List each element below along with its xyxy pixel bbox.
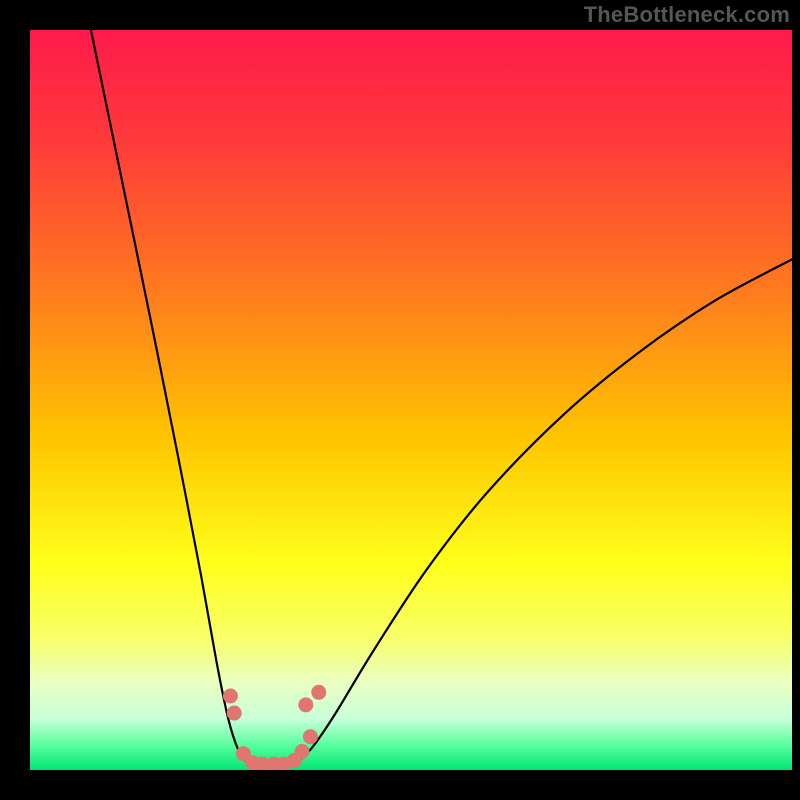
data-marker [295, 745, 309, 759]
chart-frame: TheBottleneck.com [0, 0, 800, 800]
data-marker [227, 706, 241, 720]
data-marker [299, 698, 313, 712]
gradient-background [30, 30, 792, 770]
data-marker [312, 685, 326, 699]
watermark-text: TheBottleneck.com [584, 2, 790, 28]
chart-svg [30, 30, 792, 770]
plot-area [30, 30, 792, 770]
data-marker [223, 689, 237, 703]
data-marker [303, 730, 317, 744]
